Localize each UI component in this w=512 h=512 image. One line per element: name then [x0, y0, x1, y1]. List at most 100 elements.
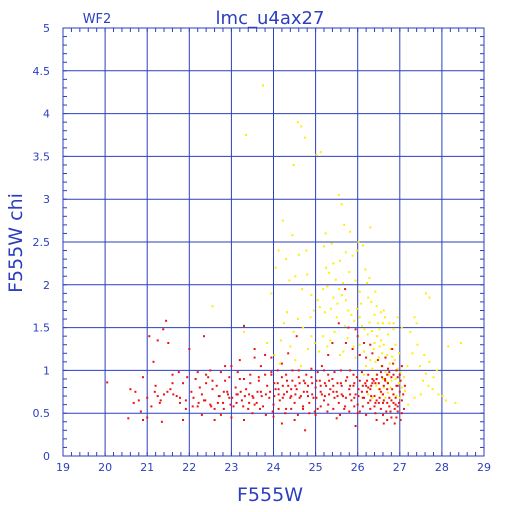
y-tick-label: 0: [43, 450, 50, 463]
yellow-point: [387, 333, 389, 336]
red-point: [310, 367, 313, 370]
yellow-point: [409, 330, 412, 333]
yellow-point: [428, 360, 431, 363]
yellow-point: [318, 306, 321, 309]
red-point: [396, 376, 399, 379]
yellow-point: [367, 296, 370, 299]
red-point: [392, 373, 395, 376]
yellow-point: [326, 345, 329, 348]
yellow-point: [325, 266, 328, 269]
yellow-point: [379, 311, 382, 314]
red-point: [318, 379, 321, 382]
yellow-point: [437, 393, 440, 396]
yellow-point: [300, 125, 303, 128]
red-point: [347, 326, 350, 329]
red-point: [253, 348, 256, 350]
yellow-point: [363, 350, 365, 353]
red-point: [191, 405, 194, 408]
x-tick-label: 29: [477, 461, 491, 474]
red-point: [272, 415, 275, 418]
yellow-point: [428, 296, 431, 299]
red-point: [367, 401, 370, 404]
red-point: [339, 413, 341, 416]
yellow-point: [323, 245, 325, 248]
x-tick-label: 25: [309, 461, 323, 474]
red-point: [339, 382, 342, 385]
red-point: [184, 407, 187, 410]
red-point: [273, 395, 276, 398]
red-point: [286, 379, 288, 382]
red-point: [302, 407, 304, 410]
red-point: [240, 399, 243, 402]
red-point: [315, 396, 318, 399]
yellow-point: [395, 395, 398, 398]
red-point: [154, 384, 157, 387]
red-point: [329, 388, 332, 391]
yellow-point: [285, 258, 288, 261]
yellow-point: [307, 348, 309, 350]
panel-label: WF2: [83, 12, 112, 27]
yellow-point: [382, 386, 385, 389]
red-point: [328, 393, 331, 396]
red-point: [196, 371, 199, 374]
red-point: [184, 399, 187, 402]
red-point: [326, 410, 329, 413]
red-point: [358, 379, 361, 382]
yellow-point: [441, 395, 444, 398]
red-point: [293, 401, 296, 404]
red-point: [353, 382, 356, 385]
red-point: [364, 382, 367, 385]
red-point: [319, 390, 322, 393]
yellow-point: [360, 302, 363, 305]
yellow-point: [211, 305, 214, 308]
x-tick-label: 26: [351, 461, 365, 474]
red-point: [386, 419, 389, 421]
yellow-point: [315, 153, 318, 156]
yellow-point: [365, 365, 368, 368]
red-point: [314, 386, 317, 389]
yellow-point: [343, 223, 346, 226]
yellow-point: [277, 249, 280, 252]
red-point: [302, 379, 305, 382]
y-tick-label: 3.5: [33, 150, 51, 163]
yellow-point: [366, 282, 368, 285]
red-point: [264, 354, 267, 356]
red-point: [365, 384, 368, 387]
yellow-point: [382, 343, 385, 346]
red-point: [356, 335, 359, 338]
red-point: [247, 407, 250, 410]
yellow-point: [376, 335, 379, 338]
red-point: [232, 405, 235, 408]
red-point: [308, 412, 311, 415]
yellow-point: [398, 382, 400, 385]
red-point: [259, 365, 262, 368]
red-point: [363, 396, 365, 399]
red-point: [366, 379, 368, 382]
red-point: [403, 407, 405, 410]
yellow-point: [274, 266, 277, 269]
red-point: [391, 388, 394, 391]
y-tick-labels: 0 0.5 1 1.5 2 2.5 3 3.5 4 4.5 5: [33, 22, 51, 463]
yellow-point: [299, 365, 302, 368]
yellow-point: [415, 322, 418, 325]
red-point: [325, 384, 328, 387]
red-point: [391, 348, 394, 350]
red-point: [398, 390, 401, 393]
yellow-point: [310, 335, 313, 338]
yellow-point: [375, 305, 378, 308]
red-point: [308, 401, 311, 404]
x-tick-label: 23: [224, 461, 238, 474]
red-point: [365, 413, 368, 416]
red-point: [385, 410, 388, 413]
yellow-point: [392, 322, 395, 325]
red-point: [343, 407, 346, 410]
red-point: [346, 376, 349, 379]
yellow-point: [347, 309, 350, 312]
red-point: [198, 386, 201, 389]
red-point: [285, 373, 288, 376]
red-point: [373, 405, 376, 408]
red-point: [297, 376, 300, 379]
red-point: [370, 395, 373, 398]
yellow-point: [400, 326, 403, 329]
red-point: [216, 401, 219, 404]
